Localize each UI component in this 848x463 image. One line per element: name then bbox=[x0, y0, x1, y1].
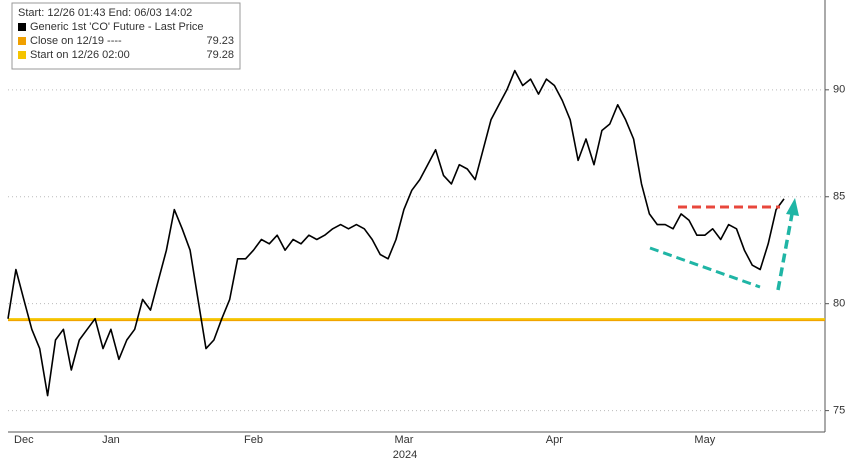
x-sublabel: 2024 bbox=[393, 449, 417, 461]
legend-value: 79.28 bbox=[206, 49, 234, 61]
legend-label: Start on 12/26 02:00 bbox=[30, 49, 130, 61]
y-tick-label: 90 bbox=[833, 84, 845, 96]
legend-title: Start: 12/26 01:43 End: 06/03 14:02 bbox=[18, 7, 192, 19]
legend: Start: 12/26 01:43 End: 06/03 14:02 Gene… bbox=[11, 2, 241, 70]
x-tick-label: May bbox=[694, 434, 715, 446]
y-tick-label: 80 bbox=[833, 298, 845, 310]
arrow-head bbox=[786, 198, 799, 216]
x-tick-label: Dec bbox=[14, 434, 34, 446]
x-tick-label: Mar bbox=[394, 434, 413, 446]
x-tick-label: Apr bbox=[546, 434, 563, 446]
support-line bbox=[649, 246, 761, 289]
y-tick-label: 75 bbox=[833, 405, 845, 417]
legend-swatch bbox=[18, 23, 26, 31]
legend-value: 79.23 bbox=[206, 35, 234, 47]
x-tick-label: Jan bbox=[102, 434, 120, 446]
y-tick-label: 85 bbox=[833, 191, 845, 203]
price-line bbox=[7, 69, 785, 397]
plot bbox=[7, 69, 825, 412]
legend-swatch bbox=[18, 51, 26, 59]
legend-box bbox=[11, 2, 241, 70]
trend-arrow bbox=[776, 213, 794, 291]
x-tick-label: Feb bbox=[244, 434, 263, 446]
legend-label: Generic 1st 'CO' Future - Last Price bbox=[30, 21, 204, 33]
legend-label: Close on 12/19 ---- bbox=[30, 35, 122, 47]
legend-swatch bbox=[18, 37, 26, 45]
